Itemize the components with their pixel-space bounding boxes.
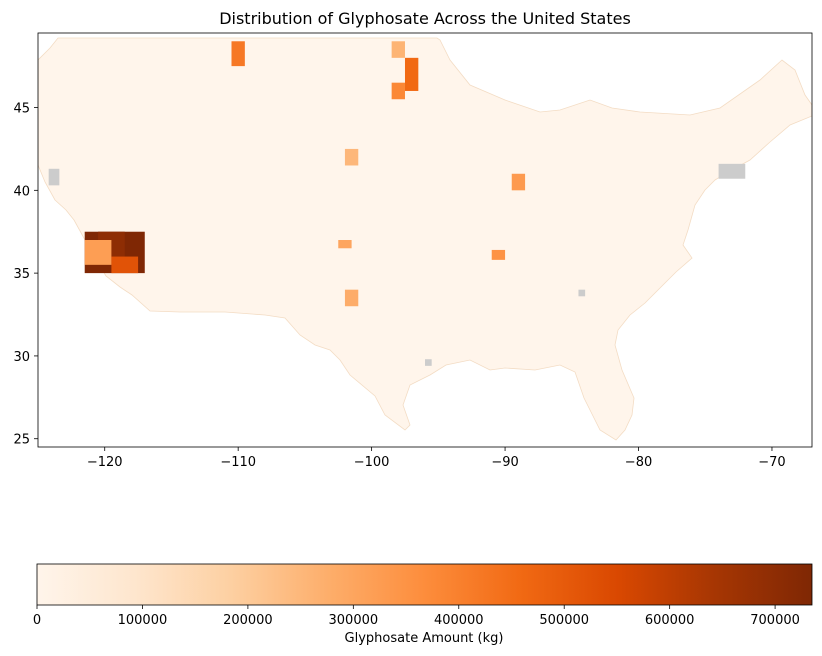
colorbar-tick-label: 400000 xyxy=(434,613,484,628)
colorbar xyxy=(36,563,813,606)
region-cell xyxy=(391,82,405,100)
colorbar-label: Glyphosate Amount (kg) xyxy=(345,631,504,646)
x-tick-label: −90 xyxy=(491,455,518,470)
colorbar-tick-label: 200000 xyxy=(223,613,273,628)
map-frame xyxy=(37,32,813,448)
no-data-region xyxy=(578,289,586,297)
colorbar-tick-label: 300000 xyxy=(329,613,379,628)
colorbar-axis: 0 100000 200000 300000 400000 500000 600000 700… xyxy=(33,605,800,628)
colorbar-tick-label: 700000 xyxy=(750,613,800,628)
y-tick-label: 35 xyxy=(13,267,30,282)
x-tick-label: −110 xyxy=(220,455,256,470)
region-cell xyxy=(344,289,359,307)
map-area xyxy=(38,37,812,441)
x-axis: −120 −110 −100 −90 −80 −70 xyxy=(87,447,786,470)
region-layer xyxy=(48,41,746,366)
region-cell xyxy=(231,41,245,67)
colorbar-tick-label: 500000 xyxy=(539,613,589,628)
region-cell xyxy=(344,148,359,166)
x-tick-label: −100 xyxy=(354,455,390,470)
no-data-region xyxy=(718,163,746,179)
x-tick-label: −120 xyxy=(87,455,123,470)
x-tick-label: −70 xyxy=(758,455,785,470)
x-tick-label: −80 xyxy=(625,455,652,470)
chart-title: Distribution of Glyphosate Across the Un… xyxy=(219,9,631,28)
y-tick-label: 30 xyxy=(13,350,30,365)
region-cell xyxy=(511,173,526,191)
region-cell xyxy=(391,41,405,58)
region-cell xyxy=(338,240,352,249)
y-axis: 25 30 35 40 45 xyxy=(13,102,38,448)
colorbar-tick-label: 0 xyxy=(33,613,41,628)
region-cell xyxy=(404,57,419,91)
y-tick-label: 45 xyxy=(13,102,30,117)
us-outline xyxy=(38,37,812,441)
no-data-region xyxy=(425,359,432,366)
colorbar-tick-label: 600000 xyxy=(645,613,695,628)
y-tick-label: 40 xyxy=(13,184,30,199)
region-cell xyxy=(111,256,139,274)
colorbar-tick-label: 100000 xyxy=(118,613,168,628)
y-tick-label: 25 xyxy=(13,433,30,448)
no-data-region xyxy=(48,168,60,186)
region-cell xyxy=(84,240,112,265)
region-cell xyxy=(491,249,506,260)
